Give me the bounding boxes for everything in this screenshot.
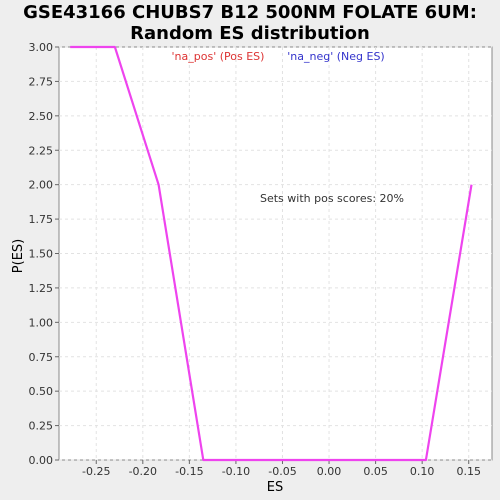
y-tick-label: 1.00	[29, 316, 54, 329]
y-tick-label: 0.75	[29, 351, 54, 364]
legend-pos-es: 'na_pos' (Pos ES)	[172, 50, 265, 63]
y-axis-label: P(ES)	[11, 239, 26, 273]
x-tick-label: -0.05	[268, 465, 296, 478]
pos-score-annotation: Sets with pos scores: 20%	[260, 192, 404, 205]
x-tick-label: 0.00	[317, 465, 342, 478]
y-tick-label: 1.25	[29, 282, 54, 295]
x-tick-label: 0.05	[363, 465, 388, 478]
series-layer	[70, 45, 473, 462]
x-tick-label: 0.15	[456, 465, 481, 478]
x-tick-label: 0.10	[410, 465, 435, 478]
y-tick-label: 0.50	[29, 385, 54, 398]
y-tick-label: 2.75	[29, 75, 54, 88]
x-tick-label: -0.25	[82, 465, 110, 478]
y-tick-label: 1.50	[29, 248, 54, 261]
x-tick-label: -0.15	[175, 465, 203, 478]
y-tick-label: 3.00	[29, 41, 54, 54]
chart-title-line-1: GSE43166 CHUBS7 B12 500NM FOLATE 6UM:	[23, 2, 477, 23]
y-tick-label: 0.25	[29, 420, 54, 433]
y-tick-label: 2.00	[29, 179, 54, 192]
x-tick-label: -0.20	[129, 465, 157, 478]
legend-neg-es: 'na_neg' (Neg ES)	[287, 50, 384, 63]
y-tick-label: 2.25	[29, 144, 54, 157]
grid-lines	[59, 46, 492, 461]
x-axis-label: ES	[267, 480, 283, 495]
chart-title-line-2: Random ES distribution	[130, 23, 370, 44]
y-axis-ticks: 0.00 0.25 0.50 0.75 1.00 1.25 1.50 1.75 2.00 2.25…	[29, 41, 59, 467]
y-tick-label: 2.50	[29, 110, 54, 123]
x-tick-label: -0.10	[222, 465, 250, 478]
y-tick-label: 0.00	[29, 454, 54, 467]
es-series-line	[70, 45, 473, 462]
y-tick-label: 1.75	[29, 213, 54, 226]
x-axis-ticks: -0.25 -0.20 -0.15 -0.10 -0.05 0.00 0.05 0.10 0.1…	[82, 460, 481, 478]
chart-title: GSE43166 CHUBS7 B12 500NM FOLATE 6UM: Ra…	[0, 0, 500, 44]
